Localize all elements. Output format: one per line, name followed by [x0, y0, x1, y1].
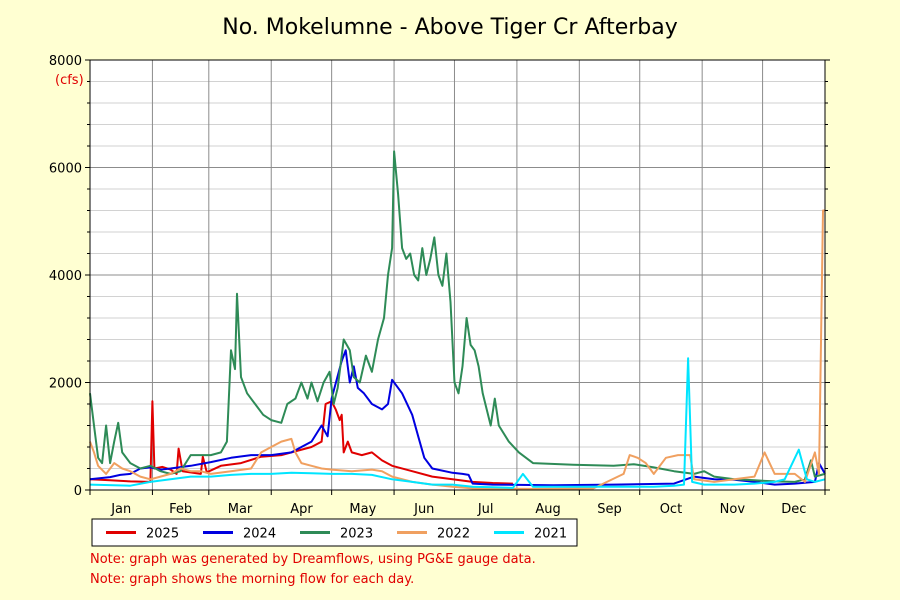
notes: Note: graph was generated by Dreamflows,… — [90, 552, 536, 587]
chart-title: No. Mokelumne - Above Tiger Cr Afterbay — [222, 15, 677, 40]
legend-label-2024: 2024 — [243, 527, 276, 542]
plot-area: 0 2000 4000 6000 8000 Jan Feb Mar Apr May Jun Jul Au… — [49, 54, 830, 517]
x-tick-label: Feb — [169, 502, 192, 517]
legend-label-2023: 2023 — [340, 527, 373, 542]
legend-label-2022: 2022 — [437, 527, 470, 542]
x-tick-label: May — [349, 502, 376, 517]
y-tick-label: 4000 — [49, 269, 82, 284]
x-tick-label: Jul — [477, 502, 494, 517]
y-tick-label: 0 — [74, 484, 82, 499]
x-tick-label: Jun — [413, 502, 434, 517]
y-tick-label: 8000 — [49, 54, 82, 69]
x-tick-label: Nov — [720, 502, 746, 517]
legend-label-2025: 2025 — [146, 527, 179, 542]
series-line-2023 — [89, 150, 826, 483]
note-line: Note: graph was generated by Dreamflows,… — [90, 552, 536, 567]
series-line-2021 — [89, 357, 826, 489]
x-tick-label: Mar — [228, 502, 253, 517]
x-tick-label: Aug — [535, 502, 560, 517]
y-axis-unit: (cfs) — [55, 73, 84, 88]
legend: 2025 2024 2023 2022 2021 — [91, 518, 578, 547]
x-tick-label: Dec — [781, 502, 806, 517]
y-tick-label: 6000 — [49, 162, 82, 177]
legend-label-2021: 2021 — [534, 527, 567, 542]
x-tick-label: Apr — [290, 502, 313, 517]
series-line-2024 — [89, 349, 826, 487]
y-tick-label: 2000 — [49, 377, 82, 392]
x-tick-label: Jan — [110, 502, 131, 517]
series-line-2025 — [89, 400, 513, 485]
note-line: Note: graph shows the morning flow for e… — [90, 572, 414, 587]
series-line-2022 — [89, 209, 825, 490]
x-tick-label: Sep — [597, 502, 622, 517]
x-tick-label: Oct — [660, 502, 682, 517]
